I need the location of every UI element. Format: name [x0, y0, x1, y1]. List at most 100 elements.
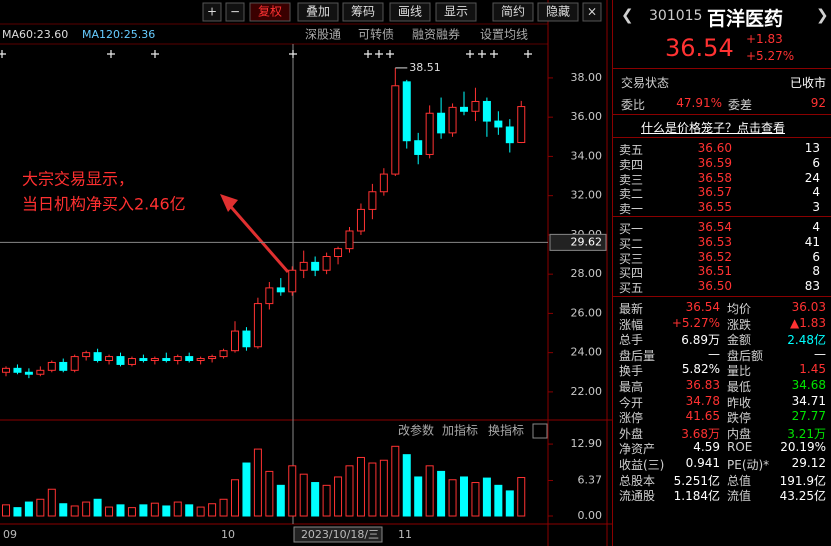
volume-bar — [494, 484, 503, 517]
tab[interactable]: 设置均线 — [480, 28, 528, 42]
candle-body — [471, 100, 480, 112]
toolbar-button — [435, 2, 477, 22]
separator — [613, 68, 831, 69]
volume-bar — [59, 503, 68, 517]
book-price: 36.51 — [697, 264, 732, 279]
volume-bar — [127, 507, 136, 517]
stat-value: 191.9亿 — [779, 473, 826, 488]
toolbar-label[interactable]: + — [207, 5, 217, 19]
tab[interactable]: 融资融券 — [412, 27, 460, 42]
toolbar-button — [537, 2, 579, 22]
book-volume: 13 — [804, 141, 820, 155]
candle-body — [425, 112, 434, 155]
help-link[interactable]: 什么是价格笼子？点击查看 — [641, 121, 786, 135]
value: 47.91% — [676, 96, 722, 110]
stat-value: 29.12 — [791, 456, 826, 470]
toolbar-label[interactable]: 复权 — [258, 5, 282, 19]
candle-body — [208, 356, 217, 360]
next-icon[interactable]: ❯ — [816, 6, 829, 24]
stat-label: 盘后额 — [727, 348, 764, 363]
toolbar-label[interactable]: 隐藏 — [546, 5, 570, 19]
volume-bar — [299, 473, 308, 517]
label: 委差 — [728, 98, 753, 112]
stat-value: 6.89万 — [681, 333, 720, 348]
volume-tool[interactable]: 加指标 — [442, 423, 478, 438]
volume-bar — [47, 488, 56, 517]
toolbar-button — [582, 2, 602, 22]
stat-value: +5.27% — [671, 315, 720, 330]
candle-body — [13, 367, 22, 373]
toolbar-button — [202, 2, 222, 22]
volume-bar — [482, 477, 491, 517]
candle-body — [219, 350, 228, 358]
volume-bar — [82, 501, 91, 517]
close-box[interactable] — [532, 423, 548, 439]
quote-panel: ❮ 301015 百洋医药 ❯ 36.54 +1.83 +5.27% 交易状态 … — [612, 0, 831, 546]
candle-body — [242, 330, 251, 348]
toolbar-label[interactable]: 筹码 — [351, 5, 375, 19]
event-markers — [0, 50, 532, 58]
separator — [613, 114, 831, 115]
toolbar-label[interactable]: 叠加 — [306, 5, 330, 19]
stat-value: 20.19% — [780, 440, 826, 455]
change: +1.83 — [746, 32, 783, 46]
toolbar-label[interactable]: 画线 — [398, 5, 422, 19]
volume-bar — [208, 503, 217, 517]
toolbar-label[interactable]: 显示 — [444, 5, 468, 19]
crosshair-label: 29.62 — [571, 235, 603, 248]
label: 委比 — [621, 98, 646, 112]
candle-body — [448, 106, 457, 134]
y-tick-label: 38.00 — [571, 71, 603, 84]
stat-value: 27.77 — [791, 409, 826, 424]
status-label: 交易状态 — [621, 76, 670, 90]
book-volume: 6 — [812, 249, 820, 264]
candle-body — [299, 261, 308, 271]
candle-body — [505, 126, 514, 144]
volume-bar — [116, 504, 125, 517]
stat-label: 昨收 — [727, 395, 752, 410]
stat-label: 跌停 — [727, 411, 752, 426]
volume-tool[interactable]: 改参数 — [398, 423, 434, 438]
stat-label: 总手 — [619, 333, 644, 348]
candle-body — [460, 106, 468, 112]
book-label: 卖五 — [619, 143, 644, 157]
candle-body — [36, 369, 45, 375]
candle-body — [402, 81, 411, 142]
toolbar-label[interactable]: − — [230, 5, 240, 19]
tab[interactable]: 可转债 — [358, 27, 394, 42]
arrow-head — [220, 194, 238, 212]
stat-value: 36.83 — [685, 378, 720, 392]
separator — [613, 216, 831, 217]
volume-tool[interactable]: 换指标 — [488, 423, 524, 438]
volume-bar — [276, 484, 285, 517]
candle-body — [59, 361, 68, 371]
candle-body — [185, 356, 194, 362]
volume-bar — [379, 459, 388, 517]
volume-bar — [196, 506, 205, 517]
volume-bar — [162, 505, 171, 517]
toolbar-label[interactable]: × — [587, 5, 597, 19]
book-volume: 8 — [812, 264, 820, 279]
book-label: 买二 — [619, 236, 644, 251]
stat-value: 36.54 — [685, 300, 720, 314]
candle-body — [47, 361, 56, 371]
candle-body — [127, 358, 136, 365]
stat-label: 总股本 — [619, 473, 656, 488]
toolbar-label[interactable]: 简约 — [501, 4, 525, 19]
book-volume: 24 — [804, 170, 820, 185]
volume-bar — [471, 482, 480, 517]
volume-bar — [402, 454, 411, 517]
stat-label: 收益(三) — [619, 458, 665, 472]
back-icon[interactable]: ❮ — [621, 6, 634, 24]
stat-label: 量比 — [727, 364, 752, 379]
candle-body — [24, 371, 33, 375]
candle-body — [116, 356, 125, 365]
value: 92 — [810, 96, 826, 110]
book-label: 卖一 — [619, 202, 644, 217]
book-label: 买五 — [619, 281, 644, 296]
v-tick-label: 0.00 — [578, 509, 603, 522]
stat-label: 均价 — [727, 302, 752, 316]
book-price: 36.58 — [697, 170, 732, 185]
tab[interactable]: 深股通 — [305, 28, 341, 42]
stat-label: 涨停 — [619, 411, 644, 426]
